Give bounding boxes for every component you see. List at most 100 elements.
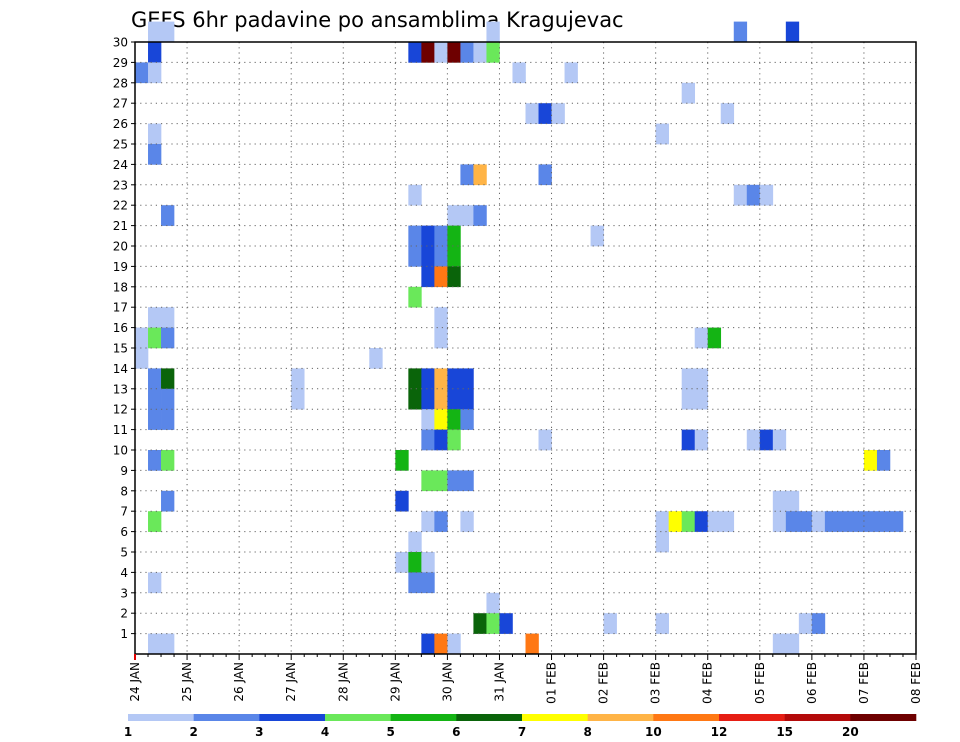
y-tick-label: 24 — [113, 158, 128, 172]
precipitation-cells — [135, 21, 904, 655]
precip-cell — [421, 470, 435, 492]
precip-cell — [863, 511, 878, 532]
precip-cell — [746, 429, 761, 451]
colorbar-label: 10 — [645, 725, 662, 739]
precip-cell — [694, 327, 709, 349]
precip-cell — [447, 246, 461, 267]
precip-cell — [720, 511, 735, 532]
precip-cell — [473, 42, 487, 63]
y-tick-label: 4 — [120, 566, 128, 580]
precip-cell — [447, 633, 461, 655]
precip-cell — [421, 388, 435, 410]
precip-cell — [694, 429, 709, 451]
precip-cell — [525, 103, 539, 124]
precip-cell — [785, 21, 800, 43]
x-tick-label: 06 FEB — [805, 662, 819, 704]
colorbar-swatch — [719, 714, 785, 721]
precip-cell — [811, 613, 826, 634]
precip-cell — [447, 388, 461, 410]
y-tick-label: 1 — [120, 627, 128, 641]
precip-cell — [876, 511, 891, 532]
colorbar-swatch — [850, 714, 917, 721]
x-tick-label: 28 JAN — [336, 662, 350, 702]
precip-cell — [395, 450, 409, 471]
y-tick-label: 25 — [113, 138, 128, 152]
y-tick-label: 6 — [120, 525, 128, 539]
colorbar-label: 8 — [583, 725, 591, 739]
precip-cell — [434, 225, 448, 247]
x-tick-label: 05 FEB — [753, 662, 767, 704]
colorbar-swatch — [587, 714, 654, 721]
y-tick-label: 30 — [113, 36, 128, 50]
y-tick-label: 29 — [113, 56, 128, 70]
precip-cell — [434, 42, 448, 63]
y-tick-label: 15 — [113, 342, 128, 356]
colorbar-label: 3 — [255, 725, 263, 739]
precip-cell — [733, 184, 748, 206]
colorbar-label: 4 — [321, 725, 329, 739]
precip-cell — [486, 592, 500, 614]
precip-cell — [421, 266, 435, 288]
precip-cell — [681, 511, 696, 532]
precip-cell — [161, 633, 175, 655]
y-tick-label: 14 — [113, 362, 128, 376]
precip-cell — [525, 633, 539, 655]
precip-cell — [668, 511, 682, 532]
colorbar-label: 7 — [518, 725, 526, 739]
colorbar-swatch — [193, 714, 260, 721]
y-tick-label: 5 — [120, 546, 128, 560]
precip-cell — [148, 21, 162, 43]
precip-cell — [681, 368, 696, 390]
precip-cell — [512, 62, 526, 84]
precip-cell — [824, 511, 839, 532]
precip-cell — [681, 388, 696, 410]
precip-cell — [148, 368, 162, 390]
precip-cell — [655, 531, 669, 553]
precip-cell — [148, 144, 162, 165]
precip-cell — [434, 266, 448, 288]
precip-cell — [408, 368, 422, 390]
precip-cell — [473, 164, 487, 186]
precip-cell — [434, 409, 448, 430]
y-tick-label: 11 — [113, 423, 128, 437]
precip-cell — [473, 205, 487, 226]
y-tick-label: 12 — [113, 403, 128, 417]
precip-cell — [746, 184, 761, 206]
precip-cell — [434, 246, 448, 267]
y-tick-label: 18 — [113, 280, 128, 294]
precip-cell — [681, 429, 696, 451]
precip-cell — [161, 409, 175, 430]
y-tick-label: 8 — [120, 484, 128, 498]
precip-cell — [408, 225, 422, 247]
precip-cell — [473, 613, 487, 634]
precip-cell — [538, 429, 552, 451]
precip-cell — [707, 511, 722, 532]
precip-cell — [733, 21, 748, 43]
precip-cell — [434, 633, 448, 655]
precip-cell — [161, 327, 175, 349]
precip-cell — [590, 225, 604, 247]
colorbar-label: 2 — [189, 725, 197, 739]
precip-cell — [460, 205, 474, 226]
precip-cell — [603, 613, 617, 634]
x-tick-label: 02 FEB — [597, 662, 611, 704]
precip-cell — [408, 388, 422, 410]
y-tick-label: 10 — [113, 444, 128, 458]
precip-cell — [564, 62, 578, 84]
precip-cell — [135, 62, 149, 84]
colorbar-swatch — [128, 714, 194, 721]
precip-cell — [447, 368, 461, 390]
precip-cell — [148, 450, 162, 471]
precip-cell — [291, 388, 305, 410]
colorbar-label: 6 — [452, 725, 460, 739]
precip-cell — [421, 552, 435, 573]
precip-cell — [551, 103, 565, 124]
x-tick-label: 08 FEB — [909, 662, 923, 704]
precip-cell — [434, 307, 448, 328]
precip-cell — [785, 490, 800, 512]
y-tick-label: 9 — [120, 464, 128, 478]
y-tick-label: 20 — [113, 240, 128, 254]
precip-cell — [135, 327, 149, 349]
precip-cell — [850, 511, 865, 532]
precip-cell — [707, 327, 722, 349]
